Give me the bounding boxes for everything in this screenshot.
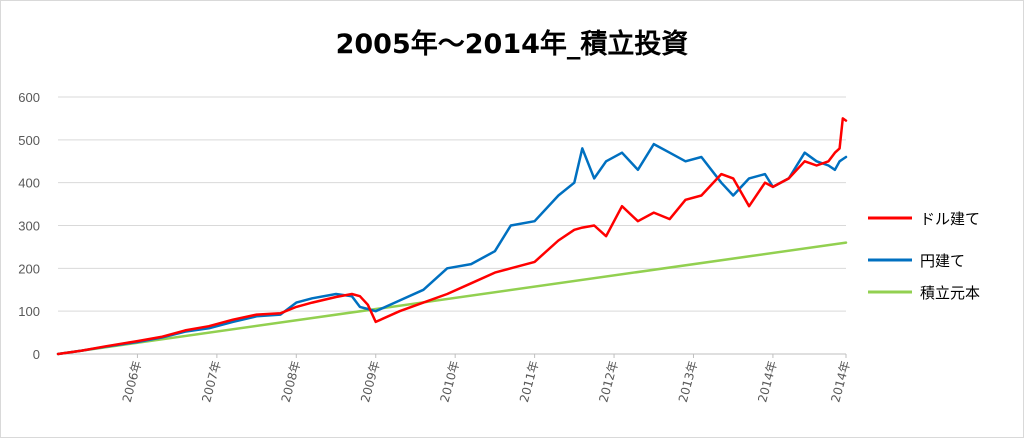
x-tick-label: 2006年 — [120, 359, 145, 404]
y-tick-label: 400 — [18, 176, 40, 191]
x-tick-label: 2014年 — [755, 359, 780, 404]
x-tick-label: 2008年 — [279, 359, 304, 404]
series-line-0 — [56, 117, 848, 356]
x-tick-label: 2007年 — [199, 359, 224, 404]
y-tick-label: 200 — [18, 261, 40, 276]
y-tick-label: 0 — [33, 347, 40, 362]
x-tick-label: 2010年 — [438, 359, 463, 404]
y-tick-label: 300 — [18, 219, 40, 234]
legend-label: 積立元本 — [920, 284, 980, 302]
x-tick-label: 2013年 — [676, 359, 701, 404]
y-tick-label: 600 — [18, 90, 40, 105]
chart-title: 2005年～2014年_積立投資 — [335, 29, 689, 60]
x-tick-label: 2011年 — [517, 359, 542, 404]
x-tick-label: 2009年 — [358, 359, 383, 404]
y-tick-label: 100 — [18, 304, 40, 319]
legend-label: 円建て — [920, 252, 965, 270]
legend-label: ドル建て — [920, 210, 980, 228]
x-tick-label: 2014年 — [828, 359, 853, 404]
series-line-2 — [56, 241, 848, 356]
y-tick-label: 500 — [18, 133, 40, 148]
x-tick-label: 2012年 — [596, 359, 621, 404]
